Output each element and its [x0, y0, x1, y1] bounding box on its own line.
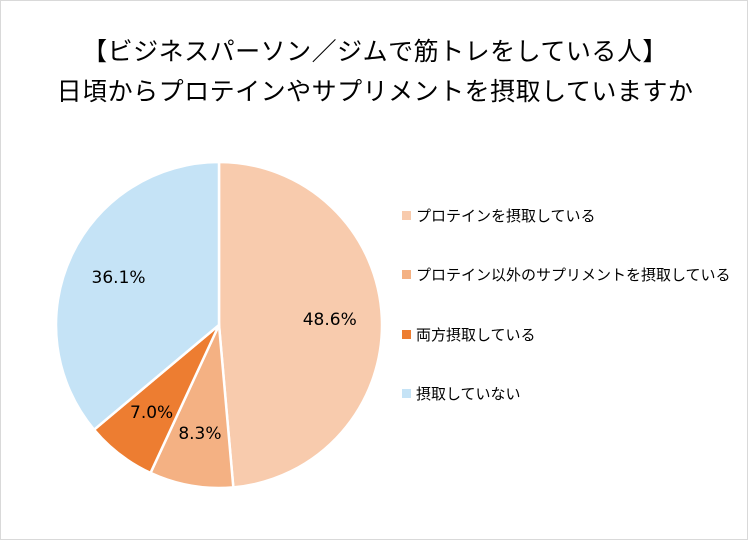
- pie-slice: [217, 160, 384, 489]
- pie-slice: [54, 160, 221, 432]
- legend-label: 摂取していない: [416, 385, 521, 403]
- legend-swatch: [402, 389, 411, 398]
- legend-swatch: [402, 210, 411, 220]
- slice-value-label: 7.0%: [130, 403, 173, 423]
- legend-item: 両方摂取している: [402, 322, 731, 346]
- legend-label: プロテイン以外のサプリメントを摂取している: [416, 266, 731, 284]
- legend-label: 両方摂取している: [416, 325, 536, 344]
- legend: プロテインを摂取している プロテイン以外のサプリメントを摂取している 両方摂取し…: [402, 203, 731, 441]
- slice-value-label: 48.6%: [303, 310, 357, 330]
- legend-item: プロテイン以外のサプリメントを摂取している: [402, 263, 731, 287]
- legend-label: プロテインを摂取している: [416, 206, 596, 225]
- legend-item: 摂取していない: [402, 382, 731, 406]
- chart-title-line1: 【ビジネスパーソン／ジムで筋トレをしている人】: [82, 37, 668, 66]
- legend-swatch: [402, 329, 411, 339]
- slice-value-label: 8.3%: [178, 424, 221, 444]
- legend-swatch: [402, 270, 411, 279]
- chart-title-line2: 日頃からプロテインやサプリメントを摂取していますか: [56, 77, 694, 106]
- slice-value-label: 36.1%: [92, 268, 146, 288]
- legend-item: プロテインを摂取している: [402, 203, 731, 227]
